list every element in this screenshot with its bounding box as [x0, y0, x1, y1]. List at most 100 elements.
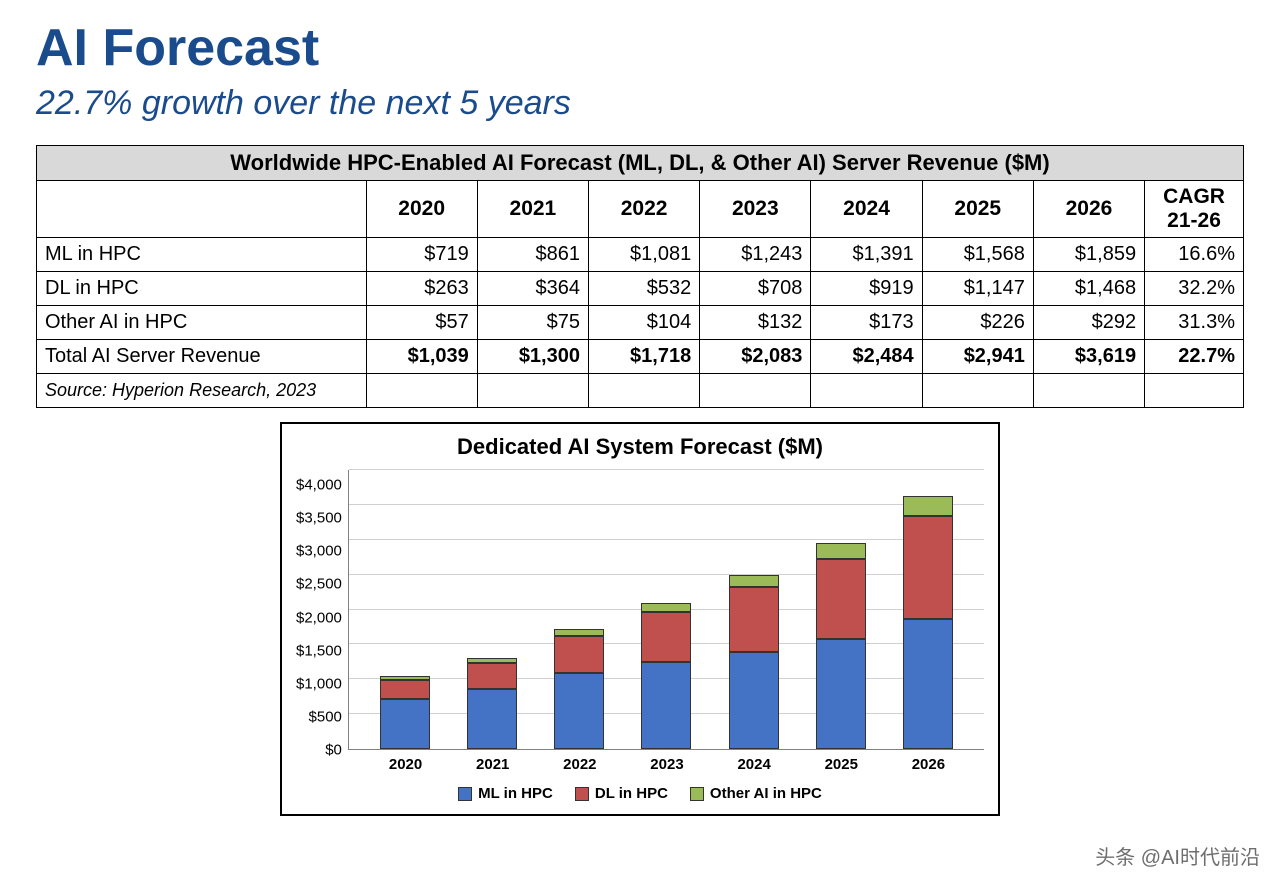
- chart-y-axis: $4,000 $3,500 $3,000 $2,500 $2,000 $1,500 $1,0…: [296, 470, 348, 750]
- cell: $57: [366, 306, 477, 340]
- table-header-cagr: CAGR 21-26: [1145, 181, 1244, 238]
- legend-swatch: [690, 787, 704, 801]
- y-tick-label: $1,500: [296, 643, 342, 658]
- legend-swatch: [458, 787, 472, 801]
- x-tick-label: 2022: [555, 756, 605, 773]
- cell: $263: [366, 272, 477, 306]
- y-tick-label: $2,000: [296, 610, 342, 625]
- cell: $1,081: [588, 238, 699, 272]
- table-header-year: 2024: [811, 181, 922, 238]
- bar-segment: [816, 559, 866, 639]
- x-tick-label: 2025: [816, 756, 866, 773]
- bar-segment: [903, 619, 953, 749]
- legend-label: Other AI in HPC: [710, 785, 822, 802]
- bar-segment: [641, 612, 691, 662]
- cell: $719: [366, 238, 477, 272]
- cell: $532: [588, 272, 699, 306]
- bar-segment: [816, 543, 866, 559]
- y-tick-label: $3,500: [296, 511, 342, 526]
- bar-group: [467, 658, 517, 749]
- cell: $919: [811, 272, 922, 306]
- cell: $1,568: [922, 238, 1033, 272]
- bar-segment: [554, 636, 604, 673]
- table-header-year: 2020: [366, 181, 477, 238]
- y-tick-label: $2,500: [296, 577, 342, 592]
- row-label: ML in HPC: [37, 238, 367, 272]
- legend-item: ML in HPC: [458, 785, 553, 802]
- table-header-year: 2021: [477, 181, 588, 238]
- cell: $708: [700, 272, 811, 306]
- cell-cagr: 22.7%: [1145, 340, 1244, 374]
- row-label: Other AI in HPC: [37, 306, 367, 340]
- bar-group: [554, 629, 604, 749]
- bar-segment: [729, 575, 779, 587]
- bar-segment: [641, 603, 691, 612]
- chart-x-axis: 2020202120222023202420252026: [350, 750, 984, 773]
- bar-segment: [729, 587, 779, 651]
- chart-bars: [349, 470, 984, 749]
- row-label: Total AI Server Revenue: [37, 340, 367, 374]
- cell-cagr: 16.6%: [1145, 238, 1244, 272]
- bar-segment: [729, 652, 779, 749]
- y-tick-label: $0: [325, 743, 342, 758]
- bar-group: [641, 603, 691, 749]
- legend-label: DL in HPC: [595, 785, 668, 802]
- chart-plot-area: [348, 470, 984, 750]
- cell: $75: [477, 306, 588, 340]
- forecast-table: Worldwide HPC-Enabled AI Forecast (ML, D…: [36, 145, 1244, 408]
- table-row: DL in HPC $263 $364 $532 $708 $919 $1,14…: [37, 272, 1244, 306]
- x-tick-label: 2024: [729, 756, 779, 773]
- chart-container: Dedicated AI System Forecast ($M) $4,000…: [280, 422, 1000, 816]
- watermark: 头条 @AI时代前沿: [1095, 841, 1260, 870]
- cell: $1,718: [588, 340, 699, 374]
- cell: $173: [811, 306, 922, 340]
- table-header-year: 2023: [700, 181, 811, 238]
- cell: $1,243: [700, 238, 811, 272]
- bar-segment: [903, 496, 953, 516]
- cell: $1,147: [922, 272, 1033, 306]
- page-title: AI Forecast: [36, 18, 1244, 78]
- bar-segment: [467, 663, 517, 688]
- cell: $1,039: [366, 340, 477, 374]
- cell: $1,391: [811, 238, 922, 272]
- cell: $364: [477, 272, 588, 306]
- x-tick-label: 2021: [468, 756, 518, 773]
- cell: $132: [700, 306, 811, 340]
- bar-group: [380, 676, 430, 749]
- x-tick-label: 2026: [903, 756, 953, 773]
- row-label: DL in HPC: [37, 272, 367, 306]
- chart-title: Dedicated AI System Forecast ($M): [296, 434, 984, 460]
- cell: $861: [477, 238, 588, 272]
- cell: $1,859: [1033, 238, 1144, 272]
- cell-cagr: 31.3%: [1145, 306, 1244, 340]
- cell-cagr: 32.2%: [1145, 272, 1244, 306]
- bar-segment: [903, 516, 953, 619]
- legend-label: ML in HPC: [478, 785, 553, 802]
- table-header-year: 2025: [922, 181, 1033, 238]
- table-source-row: Source: Hyperion Research, 2023: [37, 374, 1244, 408]
- cell: $292: [1033, 306, 1144, 340]
- table-header-year: 2022: [588, 181, 699, 238]
- legend-item: Other AI in HPC: [690, 785, 822, 802]
- cell: $1,468: [1033, 272, 1144, 306]
- y-tick-label: $3,000: [296, 544, 342, 559]
- cell: $2,083: [700, 340, 811, 374]
- bar-segment: [554, 673, 604, 749]
- cell: $2,484: [811, 340, 922, 374]
- bar-segment: [467, 689, 517, 749]
- page-subtitle: 22.7% growth over the next 5 years: [36, 84, 1244, 123]
- bar-segment: [641, 662, 691, 749]
- bar-group: [903, 496, 953, 749]
- cell: $3,619: [1033, 340, 1144, 374]
- x-tick-label: 2020: [381, 756, 431, 773]
- y-tick-label: $1,000: [296, 676, 342, 691]
- legend-item: DL in HPC: [575, 785, 668, 802]
- y-tick-label: $4,000: [296, 478, 342, 493]
- bar-segment: [816, 639, 866, 749]
- y-tick-label: $500: [309, 709, 342, 724]
- table-title-row: Worldwide HPC-Enabled AI Forecast (ML, D…: [37, 146, 1244, 181]
- bar-segment: [554, 629, 604, 636]
- chart-legend: ML in HPC DL in HPC Other AI in HPC: [296, 785, 984, 802]
- legend-swatch: [575, 787, 589, 801]
- table-source: Source: Hyperion Research, 2023: [37, 374, 367, 408]
